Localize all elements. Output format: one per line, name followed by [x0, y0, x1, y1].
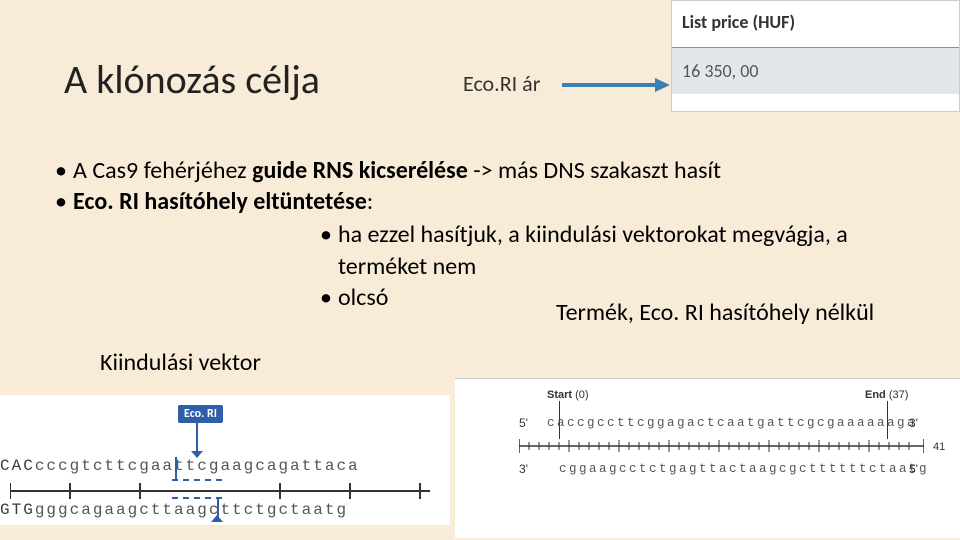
price-value: 16 350, 00: [672, 48, 959, 94]
slide-title: A klónozás célja: [64, 55, 320, 104]
bullet1-post: -> más DNS szakaszt hasít: [468, 156, 721, 185]
bullet2-bold: Eco. RI hasítóhely eltüntetése: [73, 187, 367, 216]
three-prime-bottom: 3': [519, 462, 528, 476]
five-prime-bottom: 5': [909, 462, 918, 476]
seq-top-caps: CAC: [0, 457, 35, 475]
sub1-text: ha ezzel hasítjuk, a kiindulási vektorok…: [338, 219, 935, 281]
three-prime-top: 3': [909, 416, 918, 430]
start-num: (0): [575, 389, 588, 401]
sequence-bottom: GTGgggcagaagcttaagcttctgctaatg: [0, 501, 348, 519]
ecori-price-label: Eco.RI ár: [463, 70, 540, 97]
ecori-tag: Eco. RI: [178, 405, 223, 423]
five-prime-top: 5': [519, 416, 528, 430]
bullet1-pre: A Cas9 fehérjéhez: [73, 156, 252, 185]
sub2-text: olcsó: [338, 282, 388, 313]
vector-label: Kiindulási vektor: [100, 348, 261, 377]
result-label: Termék, Eco. RI hasítóhely nélkül: [556, 298, 874, 327]
start-text: Start: [547, 389, 572, 401]
seq-top-right: caccgccttcggagactcaatgattcgcgaaaaaaga: [547, 416, 917, 430]
seq-bottom-right: cggaagcctctgagttactaagcgcttttttctaatg: [559, 462, 929, 476]
sub-bullet-1: • ha ezzel hasítjuk, a kiindulási vektor…: [320, 219, 935, 281]
bullet-list: • A Cas9 fehérjéhez guide RNS kicserélés…: [55, 155, 935, 313]
bullet2-post: :: [367, 187, 373, 216]
arrow-right-icon: [560, 76, 670, 94]
end-num: (37): [889, 389, 909, 401]
price-box: List price (HUF) 16 350, 00: [671, 0, 960, 112]
left-sequence-diagram: Eco. RI CACcccgtcttcgaattcgaagcagattaca …: [0, 395, 450, 525]
seq-top-rest: cccgtcttcgaattcgaagcagattaca: [35, 457, 360, 475]
seq-bot-caps: GTG: [0, 501, 35, 519]
bullet-item-2: • Eco. RI hasítóhely eltüntetése:: [55, 186, 935, 217]
arrowhead-up-icon: [211, 515, 223, 522]
sequence-ruler-right: [519, 439, 924, 453]
start-label: Start (0): [547, 389, 589, 401]
bullet1-bold: guide RNS kicserélése: [252, 156, 468, 185]
end-text: End: [865, 389, 886, 401]
seq-bot-rest: gggcagaagcttaagcttctgctaatg: [35, 501, 348, 519]
right-sequence-diagram: Start (0) End (37) 5' caccgccttcggagactc…: [455, 378, 960, 538]
end-label: End (37): [865, 389, 908, 401]
count-label: 41: [933, 441, 945, 453]
bullet-item-1: • A Cas9 fehérjéhez guide RNS kicserélés…: [55, 155, 935, 186]
price-header: List price (HUF): [672, 1, 959, 48]
sequence-top: CACcccgtcttcgaattcgaagcagattaca: [0, 457, 360, 475]
